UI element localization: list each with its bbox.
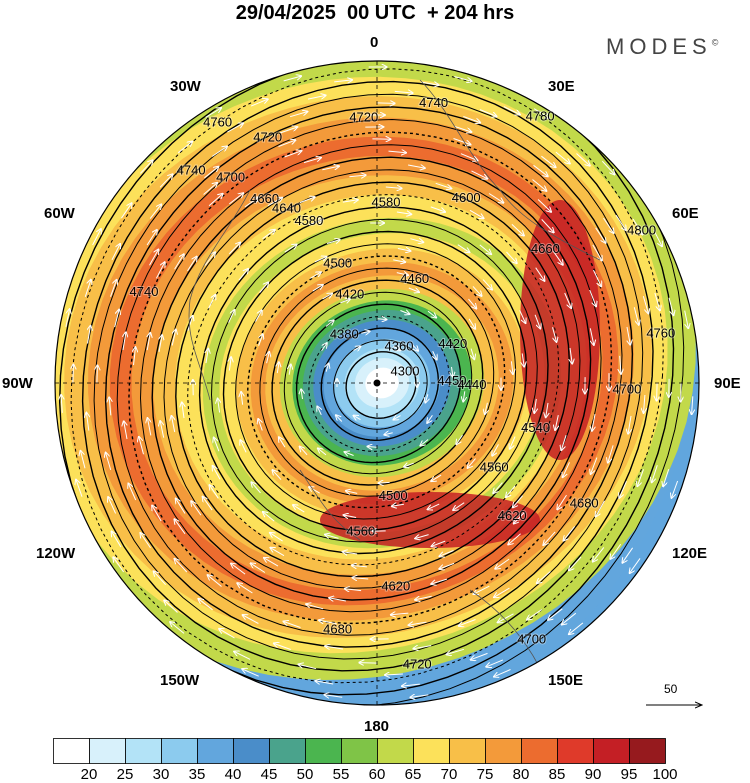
colorbar-tick-label: 35: [189, 766, 206, 783]
wind-vector: [377, 103, 395, 104]
colorbar-swatch: [90, 739, 126, 764]
colorbar-tick-label: 40: [225, 766, 242, 783]
contour-label: 4620: [498, 508, 527, 523]
colorbar-tick-label: 45: [261, 766, 278, 783]
brand-logo: MODES©: [606, 34, 718, 60]
north-pole-marker: [374, 380, 381, 387]
wind-vector: [377, 319, 386, 320]
contour-label: 4420: [335, 287, 364, 302]
lon-label-60w: 60W: [44, 205, 75, 222]
colorbar-tick-label: 80: [513, 766, 530, 783]
lon-label-90e: 90E: [714, 375, 741, 392]
chart-title: 29/04/2025 00 UTC + 204 hrs: [0, 2, 750, 25]
wind-vector: [97, 365, 98, 383]
contour-label: 4700: [216, 169, 245, 184]
colorbar-tick-label: 55: [333, 766, 350, 783]
colorbar-swatch: [594, 739, 630, 764]
contour-label: 4300: [391, 364, 420, 379]
contour-label: 4580: [294, 213, 323, 228]
wind-vector: [359, 663, 377, 664]
colorbar-tick-label: 90: [585, 766, 602, 783]
contour-label: 4580: [372, 195, 401, 210]
contour-label: 4600: [452, 190, 481, 205]
colorbar-swatch: [558, 739, 594, 764]
colorbar-tick-label: 100: [652, 766, 677, 783]
colorbar-tick-label: 75: [477, 766, 494, 783]
contour-label: 4660: [531, 241, 560, 256]
contour-label: 4720: [253, 130, 282, 145]
colorbar-swatch: [450, 739, 486, 764]
contour-label: 4760: [203, 114, 232, 129]
contour-label: 4540: [521, 420, 550, 435]
colorbar-swatch: [270, 739, 306, 764]
contour-label: 4380: [330, 327, 359, 342]
colorbar-swatch: [198, 739, 234, 764]
colorbar-swatch: [126, 739, 162, 764]
contour-label: 4620: [381, 579, 410, 594]
wind-vector: [368, 447, 377, 448]
colorbar-swatch: [162, 739, 198, 764]
lon-label-120w: 120W: [36, 545, 75, 562]
colorbar-tick-label: 25: [117, 766, 134, 783]
lon-label-120e: 120E: [672, 545, 707, 562]
colorbar-tick-label: 20: [81, 766, 98, 783]
lon-label-150w: 150W: [160, 672, 199, 689]
contour-label: 4780: [526, 108, 555, 123]
colorbar-swatch: [414, 739, 450, 764]
contour-label: 4680: [323, 621, 352, 636]
contour-label: 4420: [438, 336, 467, 351]
contour-label: 4560: [480, 460, 509, 475]
colorbar-tick-label: 30: [153, 766, 170, 783]
contour-label: 4560: [346, 524, 375, 539]
colorbar-swatch: [234, 739, 270, 764]
lon-label-150e: 150E: [548, 672, 583, 689]
contour-label: 4440: [458, 377, 487, 392]
colorbar-swatch: [306, 739, 342, 764]
contour-label: 4500: [323, 256, 352, 271]
scale-arrow-label: 50: [664, 682, 677, 696]
contour-label: 4360: [385, 339, 414, 354]
colorbar-tick-label: 85: [549, 766, 566, 783]
wind-vector: [657, 383, 658, 401]
colorbar-tick-label: 65: [405, 766, 422, 783]
colorbar-swatch: [486, 739, 522, 764]
lon-label-90w: 90W: [2, 375, 33, 392]
brand-text: MODES: [606, 34, 712, 59]
lon-label-180: 180: [364, 718, 389, 735]
contour-label: 4460: [400, 271, 429, 286]
contour-label: 4700: [612, 382, 641, 397]
contour-label: 4720: [349, 110, 378, 125]
contour-label: 4680: [570, 496, 599, 511]
contour-label: 4760: [646, 325, 675, 340]
wind-vector: [681, 384, 682, 402]
lon-label-30w: 30W: [170, 78, 201, 95]
colorbar: [53, 738, 703, 764]
contour-label: 4740: [177, 162, 206, 177]
colorbar-tick-label: 95: [621, 766, 638, 783]
colorbar-swatch: [54, 739, 90, 764]
contour-label: 4740: [419, 95, 448, 110]
brand-mark: ©: [712, 38, 719, 48]
colorbar-tick-label: 50: [297, 766, 314, 783]
colorbar-swatch: [630, 739, 666, 764]
colorbar-tick-label: 60: [369, 766, 386, 783]
contour-label: 4800: [627, 223, 656, 238]
contour-label: 4720: [403, 657, 432, 672]
colorbar-swatch: [342, 739, 378, 764]
contour-label: 4500: [379, 488, 408, 503]
lon-label-60e: 60E: [672, 205, 699, 222]
colorbar-swatch: [522, 739, 558, 764]
contour-label: 4700: [517, 632, 546, 647]
colorbar-tick-label: 70: [441, 766, 458, 783]
wind-vector: [379, 482, 390, 483]
colorbar-swatch: [378, 739, 414, 764]
lon-label-0: 0: [370, 34, 378, 51]
contour-label: 4740: [130, 284, 159, 299]
wind-vector: [73, 365, 74, 383]
lon-label-30e: 30E: [548, 78, 575, 95]
